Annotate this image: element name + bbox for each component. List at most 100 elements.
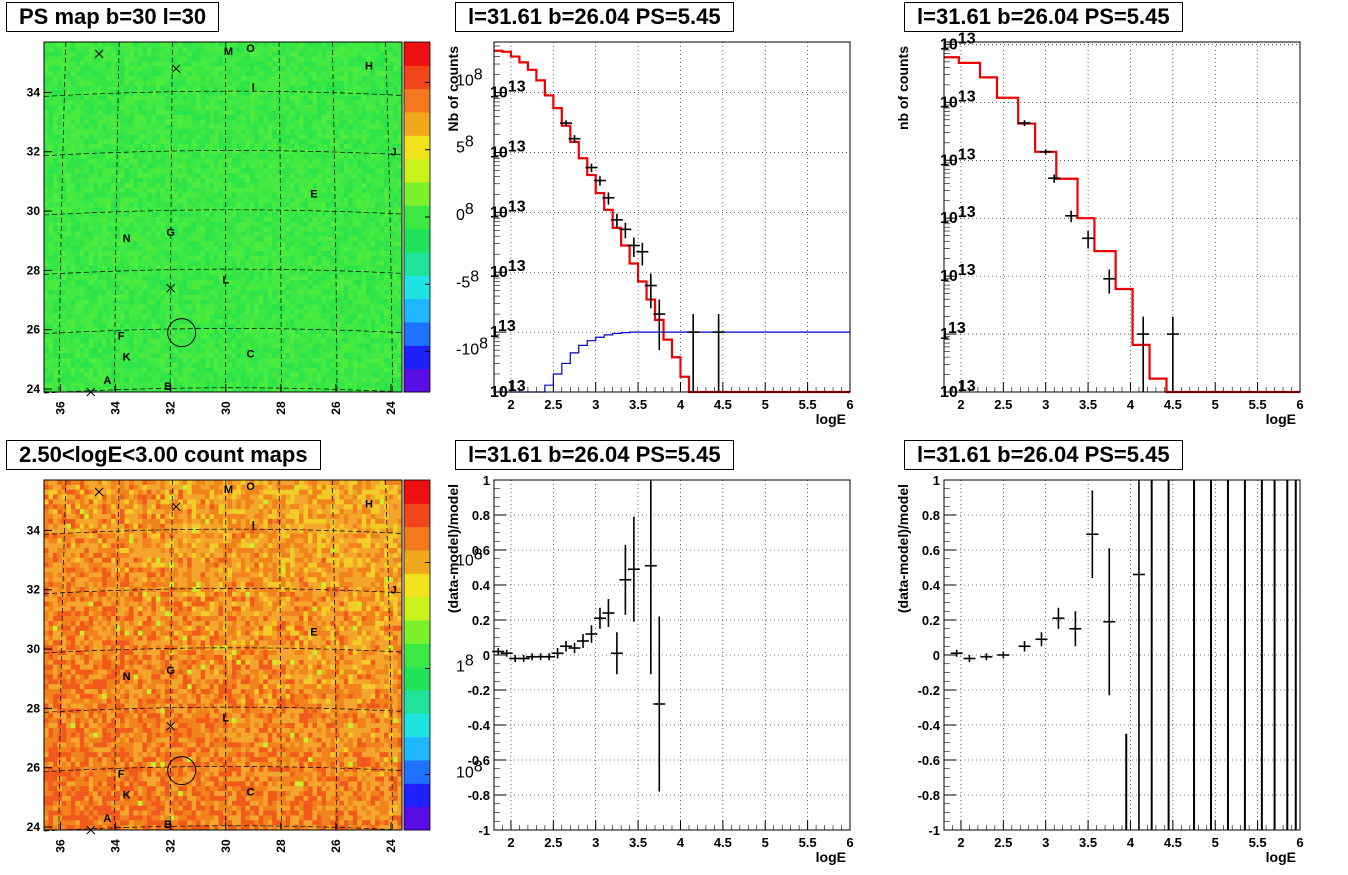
y-tick-label: -0.4 [468, 718, 491, 733]
panel-title-count-map: 2.50<logE<3.00 count maps [6, 440, 321, 470]
x-tick-label: 28 [274, 839, 288, 853]
x-tick-label: 24 [384, 401, 398, 415]
source-label-N: N [123, 233, 131, 245]
panel-title-residual-1: l=31.61 b=26.04 PS=5.45 [455, 440, 734, 470]
y-tick-label: 34 [27, 85, 41, 99]
x-tick-label: 4.5 [1164, 397, 1182, 412]
y-tick-label: -1 [478, 823, 490, 838]
x-tick-label: 3 [592, 397, 599, 412]
colorbar-swatch [404, 135, 430, 160]
y-tick-label: -1 [928, 823, 940, 838]
plot-4 [492, 479, 851, 831]
plot-1 [493, 41, 851, 394]
source-label-I: I [252, 519, 255, 531]
grid-parallel [43, 387, 403, 394]
source-label-E: E [310, 626, 317, 638]
y-tick-label: 0.8 [922, 508, 940, 523]
plot-frame [943, 41, 1301, 393]
source-label-G: G [166, 665, 175, 677]
grid-parallel [43, 268, 403, 275]
colorbar-swatch [404, 526, 430, 551]
x-tick-label: 4.5 [714, 835, 732, 850]
panel-title-counts-1: l=31.61 b=26.04 PS=5.45 [455, 2, 734, 32]
y-tick-label: 28 [27, 701, 41, 715]
x-tick-label: 24 [384, 839, 398, 853]
x-tick-label: 2.5 [994, 397, 1012, 412]
colorbar-swatch [404, 643, 430, 668]
colorbar-swatch [404, 550, 430, 574]
source-label-L: L [222, 274, 229, 286]
panel-title-counts-2: l=31.61 b=26.04 PS=5.45 [904, 2, 1183, 32]
y-tick-label: 30 [27, 642, 41, 656]
colorbar-swatch [404, 112, 430, 136]
y-tick-label: 0.6 [472, 543, 490, 558]
source-label-M: M [224, 484, 233, 496]
plot-5 [943, 479, 1301, 831]
source-label-A: A [103, 375, 111, 387]
colorbar-swatch [404, 42, 430, 66]
colorbar-swatch [404, 228, 430, 253]
grid-parallel [43, 647, 403, 654]
x-tick-label: 3.5 [629, 397, 647, 412]
grid-parallel [43, 588, 403, 595]
cross-marker [94, 487, 104, 497]
y-axis-label: (data-model)/model [445, 484, 461, 613]
y-tick-label: -0.8 [918, 788, 940, 803]
source-label-H: H [365, 61, 373, 73]
grid-parallel [43, 825, 403, 832]
x-tick-label: 26 [329, 401, 343, 415]
plot-frame [493, 41, 851, 393]
cross-marker [94, 49, 104, 59]
colorbar-swatch [404, 182, 430, 206]
x-tick-label: 6 [1296, 835, 1303, 850]
source-label-M: M [224, 46, 233, 58]
plot-2 [943, 41, 1301, 394]
source-label-I: I [252, 81, 255, 93]
colorbar-swatch [404, 760, 430, 784]
y-tick-label: 26 [27, 761, 41, 775]
x-tick-label: 2 [957, 397, 964, 412]
x-tick-label: 3 [1042, 397, 1049, 412]
y-tick-label: 26 [27, 323, 41, 337]
x-tick-label: 2 [507, 835, 514, 850]
source-label-O: O [246, 481, 255, 493]
grid-meridian [385, 479, 393, 831]
source-label-B: B [164, 819, 172, 831]
x-tick-label: 32 [164, 839, 178, 853]
y-tick-label: 0.8 [472, 508, 490, 523]
source-label-K: K [123, 351, 131, 363]
colorbar-swatch [404, 252, 430, 276]
colorbar-swatch [404, 345, 430, 370]
colorbar-swatch [404, 503, 430, 528]
map-frame [43, 41, 403, 393]
x-tick-label: 3 [592, 835, 599, 850]
grid-meridian [58, 41, 67, 393]
plot-area [944, 42, 1300, 392]
source-label-F: F [118, 331, 125, 343]
y-tick-label: 0.4 [922, 578, 941, 593]
x-tick-label: 30 [219, 839, 233, 853]
series-step-1 [494, 331, 850, 393]
map-pixels [44, 42, 403, 393]
panel-title-residual-2: l=31.61 b=26.04 PS=5.45 [904, 440, 1183, 470]
y-tick-label: 0 [933, 648, 940, 663]
y-tick-label: 0.2 [472, 613, 490, 628]
x-tick-label: 2 [507, 397, 514, 412]
colorbar [403, 479, 431, 831]
x-tick-label: 2 [957, 835, 964, 850]
ps-circle [167, 756, 197, 786]
x-tick-label: 4.5 [714, 397, 732, 412]
colorbar-swatch [404, 736, 430, 761]
x-tick-label: 6 [846, 835, 853, 850]
x-tick-label: 2.5 [544, 397, 562, 412]
x-tick-label: 36 [54, 839, 68, 853]
x-tick-label: 3.5 [1079, 397, 1097, 412]
x-tick-label: 5.5 [799, 835, 817, 850]
y-tick-label: 28 [27, 263, 41, 277]
x-tick-label: 34 [109, 839, 123, 853]
map-0 [43, 41, 431, 397]
x-tick-label: 5.5 [1249, 397, 1267, 412]
colorbar-swatch [404, 205, 430, 230]
y-tick-label: 30 [27, 204, 41, 218]
colorbar-swatch [404, 713, 430, 738]
